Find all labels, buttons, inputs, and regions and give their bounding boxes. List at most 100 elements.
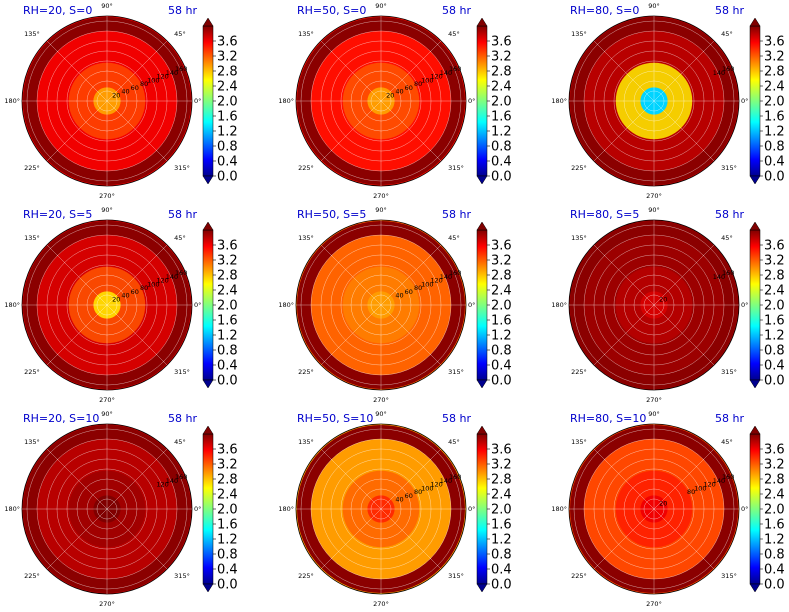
colorbar-extend-min bbox=[749, 175, 761, 185]
angular-gridline bbox=[46, 244, 108, 306]
angular-tick-label: 45° bbox=[721, 234, 733, 242]
colorbar-bar bbox=[749, 229, 761, 381]
colorbar-tick-label: 2.4 bbox=[217, 488, 238, 503]
radial-tick-label: 80 bbox=[140, 80, 148, 88]
colorbar-tick-label: 2.4 bbox=[764, 80, 785, 95]
angular-gridline bbox=[46, 40, 108, 102]
angular-tick-label: 0° bbox=[194, 97, 201, 105]
angular-tick-label: 180° bbox=[278, 97, 294, 105]
colorbar-tick-label: 0.0 bbox=[764, 374, 785, 389]
colorbar-extend-max bbox=[202, 221, 214, 231]
colorbar-tick-label: 0.8 bbox=[217, 344, 238, 359]
colorbar-tick-label: 3.2 bbox=[764, 254, 785, 269]
colorbar-tick-label: 3.6 bbox=[491, 443, 512, 458]
colorbar-extend-max bbox=[476, 425, 488, 435]
angular-gridline bbox=[106, 448, 168, 510]
panel-time: 58 hr bbox=[715, 4, 744, 17]
colorbar-tick-label: 1.6 bbox=[491, 110, 512, 125]
radial-tick-label: 120 bbox=[430, 73, 442, 81]
angular-tick-label: 135° bbox=[298, 30, 314, 38]
angular-tick-label: 270° bbox=[99, 600, 115, 608]
radial-tick-label: 100 bbox=[147, 280, 159, 288]
angular-tick-label: 225° bbox=[24, 164, 40, 172]
colorbar-tick-label: 0.0 bbox=[217, 170, 238, 185]
colorbar: 0.00.40.81.21.62.02.42.83.23.6 bbox=[202, 17, 238, 185]
angular-gridline bbox=[380, 40, 442, 102]
angular-gridline bbox=[653, 100, 715, 162]
angular-tick-label: 225° bbox=[24, 368, 40, 376]
angular-tick-label: 180° bbox=[4, 97, 20, 105]
colorbar-tick-label: 0.0 bbox=[491, 578, 512, 593]
angular-gridline bbox=[46, 100, 108, 162]
angular-gridline bbox=[380, 244, 442, 306]
colorbar-tick-label: 2.8 bbox=[764, 65, 785, 80]
angular-gridline bbox=[320, 508, 382, 570]
colorbar-tick-label: 1.2 bbox=[491, 533, 512, 548]
radial-tick-label: 160 bbox=[722, 65, 734, 73]
radial-tick-label: 120 bbox=[156, 481, 168, 489]
colorbar-extend-max bbox=[749, 425, 761, 435]
colorbar-tick-label: 3.6 bbox=[217, 443, 238, 458]
colorbar-tick-label: 2.4 bbox=[217, 284, 238, 299]
colorbar-extend-max bbox=[202, 425, 214, 435]
colorbar-tick-label: 2.8 bbox=[491, 65, 512, 80]
colorbar-tick-label: 0.4 bbox=[491, 359, 512, 374]
angular-tick-label: 270° bbox=[99, 192, 115, 200]
angular-gridline bbox=[380, 448, 442, 510]
colorbar-tick-label: 3.2 bbox=[217, 50, 238, 65]
colorbar-tick-label: 1.6 bbox=[217, 314, 238, 329]
angular-tick-label: 315° bbox=[448, 368, 464, 376]
colorbar-tick-label: 0.4 bbox=[491, 563, 512, 578]
angular-tick-label: 315° bbox=[721, 164, 737, 172]
radial-tick-label: 20 bbox=[659, 295, 667, 303]
radial-tick-label: 120 bbox=[156, 277, 168, 285]
angular-gridline bbox=[106, 304, 168, 366]
colorbar-extend-max bbox=[476, 17, 488, 27]
colorbar-tick-label: 1.2 bbox=[764, 533, 785, 548]
panel-title: RH=50, S=10 bbox=[297, 412, 373, 425]
colorbar-bar bbox=[202, 229, 214, 381]
colorbar-tick-label: 2.0 bbox=[764, 95, 785, 110]
panels-layer: 20 40 60 801001201401600°45°90°135°180°225°… bbox=[4, 2, 784, 608]
angular-tick-label: 270° bbox=[373, 192, 389, 200]
radial-tick-label: 140 bbox=[166, 477, 178, 485]
colorbar-tick-label: 0.4 bbox=[217, 155, 238, 170]
colorbar-tick-label: 0.0 bbox=[217, 374, 238, 389]
colorbar-tick-label: 3.6 bbox=[491, 35, 512, 50]
colorbar-tick-label: 2.4 bbox=[491, 80, 512, 95]
angular-tick-label: 135° bbox=[24, 438, 40, 446]
colorbar-tick-label: 2.0 bbox=[764, 503, 785, 518]
angular-tick-label: 225° bbox=[571, 368, 587, 376]
radial-tick-label: 80 bbox=[414, 284, 422, 292]
radial-tick-label: 160 bbox=[175, 473, 187, 481]
radial-tick-label: 100 bbox=[421, 484, 433, 492]
colorbar: 0.00.40.81.21.62.02.42.83.23.6 bbox=[476, 17, 512, 185]
colorbar-extend-min bbox=[749, 583, 761, 593]
radial-tick-label: 40 bbox=[121, 88, 129, 96]
colorbar-tick-label: 0.0 bbox=[217, 578, 238, 593]
radial-tick-label: 60 bbox=[405, 84, 413, 92]
angular-tick-label: 135° bbox=[571, 234, 587, 242]
angular-gridline bbox=[46, 448, 108, 510]
angular-gridline bbox=[106, 244, 168, 306]
angular-gridline bbox=[653, 448, 715, 510]
angular-tick-label: 270° bbox=[646, 600, 662, 608]
colorbar-extend-max bbox=[476, 221, 488, 231]
angular-tick-label: 135° bbox=[571, 30, 587, 38]
angular-gridline bbox=[380, 304, 442, 366]
radial-tick-label: 160 bbox=[175, 269, 187, 277]
colorbar-tick-label: 0.8 bbox=[491, 548, 512, 563]
colorbar-bar bbox=[476, 433, 488, 585]
colorbar-bar bbox=[749, 433, 761, 585]
colorbar-tick-label: 0.4 bbox=[217, 359, 238, 374]
colorbar-extend-min bbox=[476, 379, 488, 389]
angular-gridline bbox=[653, 40, 715, 102]
radial-tick-label: 120 bbox=[430, 277, 442, 285]
radial-tick-label: 120 bbox=[156, 73, 168, 81]
panel-title: RH=80, S=5 bbox=[570, 208, 639, 221]
colorbar-tick-label: 1.2 bbox=[764, 125, 785, 140]
